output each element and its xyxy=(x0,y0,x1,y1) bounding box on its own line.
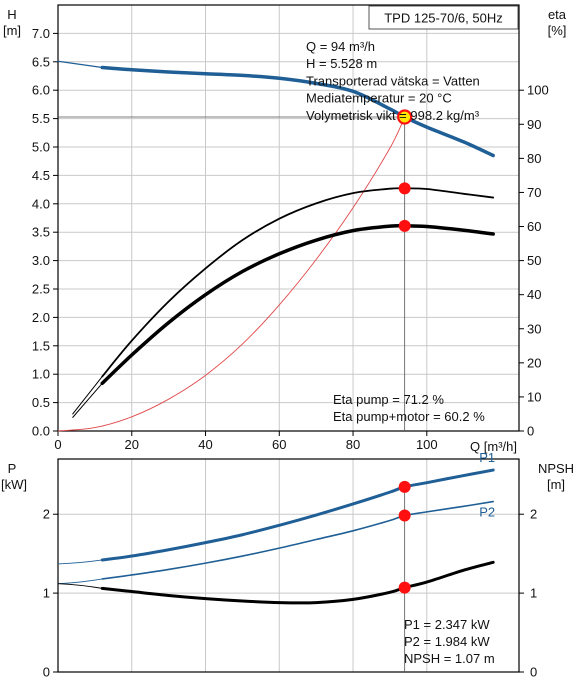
bottom-right-axis-unit: [m] xyxy=(547,477,565,492)
head-curve-extension xyxy=(57,60,103,69)
bottom-left-tick-label: 0 xyxy=(43,665,50,680)
top-left-tick-label: 4.5 xyxy=(32,168,50,183)
p1-curve xyxy=(100,468,495,562)
p1-curve-extension xyxy=(57,559,103,565)
top-left-tick-label: 4.0 xyxy=(32,196,50,211)
top-right-tick-label: 10 xyxy=(527,389,541,404)
top-x-tick-label: 0 xyxy=(54,437,61,452)
top-left-tick-label: 1.0 xyxy=(32,367,50,382)
power-info-line: P1 = 2.347 kW xyxy=(404,617,490,632)
top-right-tick-label: 80 xyxy=(527,151,541,166)
top-left-tick-label: 6.0 xyxy=(32,83,50,98)
head-curve xyxy=(100,65,495,158)
operating-info-line: Q = 94 m³/h xyxy=(306,39,375,54)
p1-series-label: P1 xyxy=(479,450,495,465)
npsh-curve xyxy=(100,560,495,605)
system-curve xyxy=(57,116,406,432)
duty-point-marker xyxy=(398,219,411,232)
bottom-left-axis-title: P xyxy=(8,461,17,476)
top-right-axis-unit: [%] xyxy=(548,23,567,38)
bottom-right-tick-label: 1 xyxy=(530,586,537,601)
top-right-tick-label: 30 xyxy=(527,321,541,336)
npsh-curve-extension xyxy=(57,583,103,589)
top-right-tick-label: 0 xyxy=(527,424,534,439)
top-right-tick-label: 60 xyxy=(527,219,541,234)
bottom-left-tick-label: 1 xyxy=(43,586,50,601)
top-left-tick-label: 2.5 xyxy=(32,282,50,297)
bottom-plot-frame xyxy=(57,458,520,673)
title-box: TPD 125-70/6, 50Hz xyxy=(368,5,519,30)
efficiency-info-line: Eta pump+motor = 60.2 % xyxy=(333,409,485,424)
operating-info: Q = 94 m³/h H = 5.528 m Transporterad väts… xyxy=(306,39,480,123)
top-right-axis-title: eta xyxy=(548,7,567,22)
top-right-tick-label: 70 xyxy=(527,185,541,200)
top-left-tick-label: 5.0 xyxy=(32,140,50,155)
top-left-tick-label: 2.0 xyxy=(32,310,50,325)
efficiency-info: Eta pump = 71.2 % Eta pump+motor = 60.2 % xyxy=(333,392,485,424)
top-right-tick-label: 40 xyxy=(527,287,541,302)
bottom-panel: 0 1 2 0 1 2 P1 P2 P[kW] NPSH[m] P1 = 2.347 kW P2 = … xyxy=(1,450,574,679)
top-x-tick-label: 20 xyxy=(125,437,139,452)
bottom-right-tick-label: 2 xyxy=(530,507,537,522)
top-left-tick-label: 0.5 xyxy=(32,395,50,410)
top-left-tick-label: 0.0 xyxy=(32,424,50,439)
duty-point-marker xyxy=(398,182,411,195)
top-plot-frame xyxy=(57,4,520,432)
top-x-tick-label: 60 xyxy=(272,437,286,452)
bottom-left-axis-unit: [kW] xyxy=(1,477,27,492)
top-left-tick-label: 3.5 xyxy=(32,225,50,240)
top-panel: 0.0 0.5 1.0 1.5 2.0 2.5 3.0 3.5 4.0 4.5 5.0 5.5 6.0 6… xyxy=(3,4,567,454)
operating-info-line: Transporterad vätska = Vatten xyxy=(306,73,480,88)
power-info-line: NPSH = 1.07 m xyxy=(404,651,495,666)
top-x-tick-label: 40 xyxy=(198,437,212,452)
power-info-line: P2 = 1.984 kW xyxy=(404,634,490,649)
efficiency-info-line: Eta pump = 71.2 % xyxy=(333,392,444,407)
top-left-tick-label: 1.5 xyxy=(32,338,50,353)
eta-pump-motor-curve xyxy=(100,223,495,386)
p2-series-label: P2 xyxy=(479,505,495,520)
top-x-tick-label: 100 xyxy=(416,437,438,452)
top-left-tick-label: 5.5 xyxy=(32,111,50,126)
operating-info-line: Volymetrisk vikt = 998.2 kg/m³ xyxy=(306,108,480,123)
duty-point-marker xyxy=(398,509,411,522)
top-right-tick-label: 50 xyxy=(527,253,541,268)
top-left-tick-label: 3.0 xyxy=(32,253,50,268)
top-left-tick-label: 6.5 xyxy=(32,54,50,69)
operating-info-line: Mediatemperatur = 20 °C xyxy=(306,91,452,106)
top-right-tick-label: 20 xyxy=(527,355,541,370)
top-left-axis-title: H xyxy=(7,7,16,22)
bottom-left-tick-label: 2 xyxy=(43,507,50,522)
bottom-right-axis-title: NPSH xyxy=(538,461,574,476)
top-right-tick-label: 100 xyxy=(527,83,549,98)
x-axis-title: Q [m³/h] xyxy=(470,439,517,454)
operating-info-line: H = 5.528 m xyxy=(306,56,377,71)
top-left-tick-label: 7.0 xyxy=(32,26,50,41)
top-left-axis-unit: [m] xyxy=(3,23,21,38)
duty-point-marker xyxy=(398,480,411,493)
p2-curve xyxy=(101,500,494,580)
title-box-frame xyxy=(368,5,519,30)
bottom-right-tick-label: 0 xyxy=(530,665,537,680)
top-x-tick-label: 80 xyxy=(346,437,360,452)
eta-pump-motor-curve-extension xyxy=(72,382,103,418)
chart-title: TPD 125-70/6, 50Hz xyxy=(384,11,503,26)
duty-point-marker xyxy=(398,581,411,594)
p2-curve-extension xyxy=(57,578,103,585)
power-info: P1 = 2.347 kW P2 = 1.984 kW NPSH = 1.07 m xyxy=(404,617,495,666)
top-right-tick-label: 90 xyxy=(527,117,541,132)
eta-pump-curve xyxy=(101,187,495,378)
eta-pump-curve-extension xyxy=(72,375,103,415)
operating-point-marker xyxy=(397,109,413,125)
